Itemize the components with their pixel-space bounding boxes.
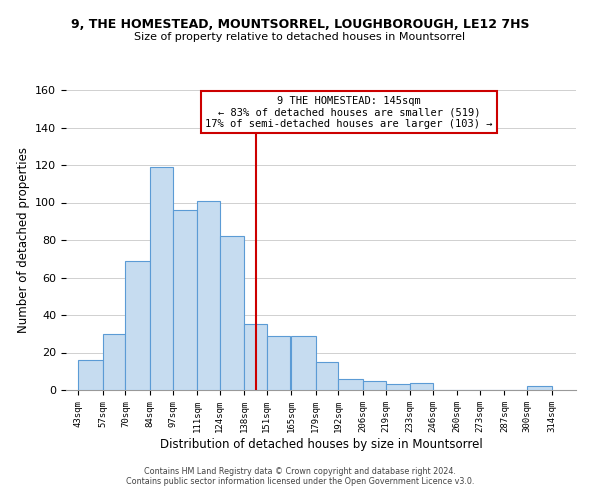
Text: Contains public sector information licensed under the Open Government Licence v3: Contains public sector information licen… — [126, 477, 474, 486]
Bar — [338, 379, 363, 390]
X-axis label: Distribution of detached houses by size in Mountsorrel: Distribution of detached houses by size … — [160, 438, 482, 450]
Text: Size of property relative to detached houses in Mountsorrel: Size of property relative to detached ho… — [134, 32, 466, 42]
Bar — [316, 362, 338, 390]
Bar — [78, 360, 103, 390]
Bar — [527, 386, 551, 390]
Bar — [173, 210, 197, 390]
Text: 9, THE HOMESTEAD, MOUNTSORREL, LOUGHBOROUGH, LE12 7HS: 9, THE HOMESTEAD, MOUNTSORREL, LOUGHBORO… — [71, 18, 529, 30]
Text: Contains HM Land Registry data © Crown copyright and database right 2024.: Contains HM Land Registry data © Crown c… — [144, 467, 456, 476]
Bar — [363, 380, 386, 390]
Y-axis label: Number of detached properties: Number of detached properties — [17, 147, 29, 333]
Bar — [244, 324, 267, 390]
Bar — [292, 336, 316, 390]
Bar — [103, 334, 125, 390]
Bar — [197, 200, 220, 390]
Bar — [220, 236, 244, 390]
Bar — [267, 336, 290, 390]
Bar — [150, 167, 173, 390]
Text: 9 THE HOMESTEAD: 145sqm
← 83% of detached houses are smaller (519)
17% of semi-d: 9 THE HOMESTEAD: 145sqm ← 83% of detache… — [205, 96, 493, 129]
Bar — [125, 260, 150, 390]
Bar — [410, 382, 433, 390]
Bar — [386, 384, 410, 390]
